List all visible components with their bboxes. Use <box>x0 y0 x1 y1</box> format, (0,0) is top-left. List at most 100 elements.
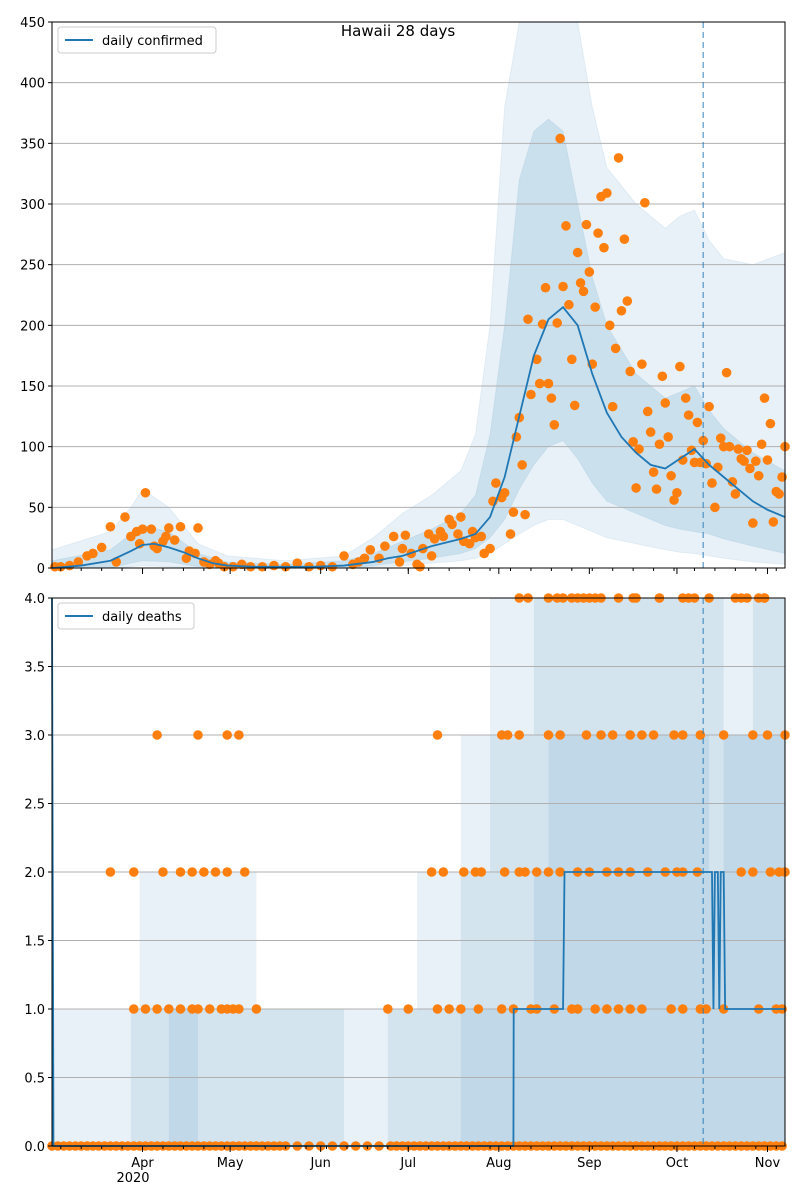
confirmed-point <box>438 531 449 542</box>
confirmed-points <box>50 133 790 572</box>
confirmed-point <box>540 282 551 293</box>
confirmed-point <box>698 435 709 446</box>
deaths-point <box>210 867 221 877</box>
confirmed-point <box>499 487 510 498</box>
confirmed-point <box>619 234 630 244</box>
deaths-point <box>625 1004 636 1014</box>
confirmed-point <box>616 305 627 316</box>
confirmed-legend-box <box>57 26 217 54</box>
deaths-y-ticks: 0.0 0.5 1.0 1.5 2.0 2.5 3.0 3.5 4.0 <box>24 592 52 1155</box>
deaths-point <box>613 1004 624 1014</box>
y-tick-label: 300 <box>20 198 45 213</box>
confirmed-point <box>397 543 408 554</box>
deaths-point <box>251 1004 262 1014</box>
confirmed-point <box>359 553 370 564</box>
y-tick-label: 400 <box>20 77 45 92</box>
confirmed-point <box>96 542 107 553</box>
confirmed-point <box>523 314 533 325</box>
confirmed-point <box>584 267 595 277</box>
confirmed-point <box>520 509 530 520</box>
deaths-point <box>438 867 449 877</box>
deaths-point <box>175 867 186 877</box>
y-tick-label: 150 <box>20 380 45 395</box>
confirmed-point <box>724 441 735 452</box>
y-tick-label: 1.0 <box>24 1003 45 1018</box>
deaths-point <box>748 730 758 740</box>
confirmed-point <box>181 553 192 564</box>
deaths-point <box>152 730 162 740</box>
deaths-point <box>669 730 679 740</box>
y-tick-label: 3.0 <box>24 729 45 744</box>
confirmed-point <box>193 523 203 533</box>
core-band <box>52 735 785 1146</box>
deaths-point <box>648 730 659 740</box>
confirmed-legend: daily confirmed <box>57 26 217 54</box>
confirmed-point <box>710 502 720 513</box>
deaths-legend-label: daily deaths <box>102 610 182 625</box>
deaths-point <box>383 1004 393 1014</box>
deaths-point <box>444 1004 454 1014</box>
y-tick-label: 100 <box>20 441 45 456</box>
confirmed-point <box>394 557 405 567</box>
x-tick-label: Jun <box>310 1156 331 1171</box>
confirmed-point <box>651 484 662 494</box>
confirmed-point <box>164 523 174 533</box>
deaths-point <box>164 1004 174 1014</box>
confirmed-y-ticks: 0 50 100 150 200 250 300 350 400 450 <box>20 16 52 577</box>
confirmed-point <box>105 521 116 532</box>
confirmed-point <box>657 371 668 382</box>
y-tick-label: 0.5 <box>24 1072 45 1087</box>
confirmed-point <box>578 286 589 297</box>
confirmed-point <box>610 343 621 354</box>
confirmed-point <box>774 489 784 499</box>
confirmed-point <box>669 495 679 505</box>
deaths-point <box>476 867 487 877</box>
confirmed-point <box>721 367 732 378</box>
deaths-point <box>432 730 443 740</box>
confirmed-point <box>140 487 151 498</box>
deaths-point <box>531 867 542 877</box>
confirmed-panel: 0 50 100 150 200 250 300 350 400 450 Hawaii 28 da… <box>20 16 790 577</box>
confirmed-point <box>429 534 440 544</box>
confirmed-point <box>762 455 773 465</box>
confirmed-point <box>727 477 738 487</box>
deaths-point <box>748 867 758 877</box>
deaths-point <box>514 730 525 740</box>
confirmed-point <box>648 467 659 477</box>
deaths-point <box>677 1004 688 1014</box>
confirmed-point <box>88 548 98 559</box>
confirmed-point <box>146 524 157 534</box>
deaths-point <box>128 1004 139 1014</box>
confirmed-point <box>169 535 180 545</box>
deaths-point <box>128 867 139 877</box>
confirmed-point <box>599 242 609 253</box>
deaths-legend-box <box>57 602 195 630</box>
confirmed-point <box>742 445 752 456</box>
y-tick-label: 0 <box>37 562 45 577</box>
deaths-point <box>193 1004 203 1014</box>
deaths-point <box>105 867 116 877</box>
deaths-point <box>555 867 565 877</box>
confirmed-point <box>680 393 691 403</box>
confirmed-point <box>642 406 653 417</box>
deaths-point <box>187 867 197 877</box>
deaths-x-ticks: Apr May Jun Jul Aug Sep Oct Nov <box>60 1146 780 1171</box>
x-tick-label: Aug <box>486 1156 511 1171</box>
deaths-point <box>193 730 203 740</box>
deaths-point <box>458 867 469 877</box>
confirmed-point <box>748 518 758 528</box>
deaths-point <box>677 730 688 740</box>
confirmed-point <box>640 197 650 208</box>
deaths-point <box>432 1004 443 1014</box>
confirmed-point <box>750 456 761 467</box>
confirmed-point <box>715 433 726 443</box>
confirmed-point <box>447 519 457 530</box>
y-tick-label: 200 <box>20 319 45 334</box>
confirmed-point <box>175 521 186 532</box>
deaths-point <box>625 730 636 740</box>
confirmed-point <box>456 512 466 522</box>
confirmed-point <box>269 560 279 571</box>
deaths-point <box>543 867 554 877</box>
deaths-point <box>581 730 592 740</box>
confirmed-point <box>152 543 162 554</box>
